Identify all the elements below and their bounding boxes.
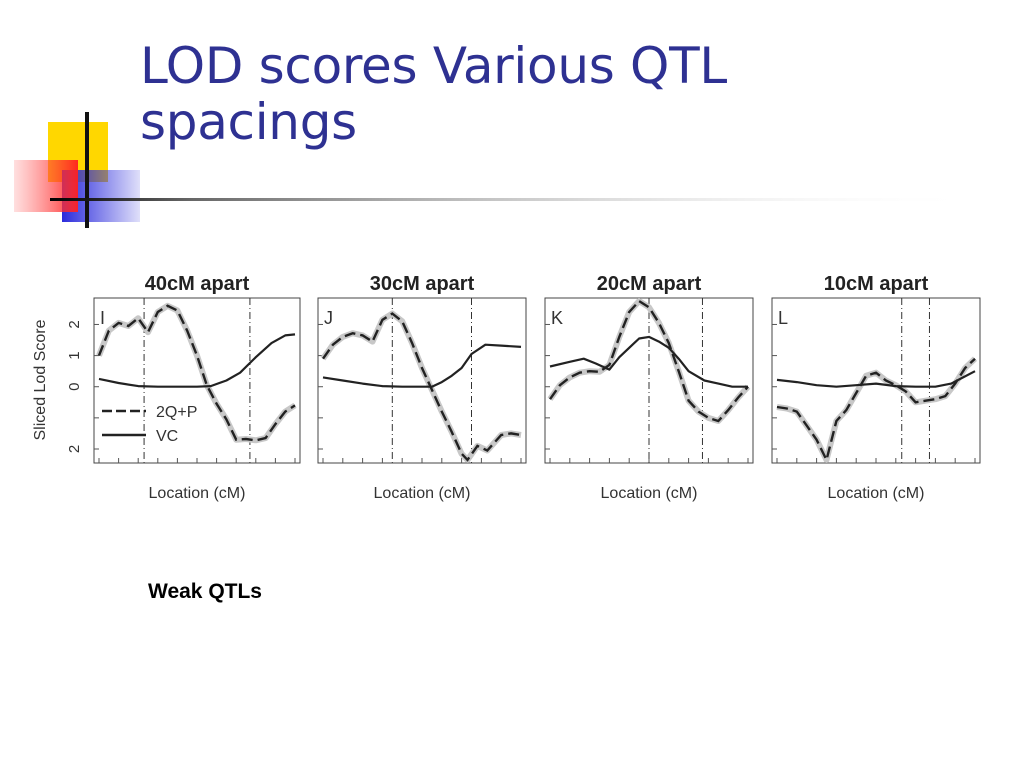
- panel-label: L: [778, 308, 788, 328]
- series-2qp-line: [97, 304, 296, 442]
- legend-label: VC: [156, 428, 178, 445]
- x-axis-label: Location (cM): [149, 485, 246, 502]
- deco-horizontal-rule: [50, 198, 980, 201]
- chart-panel-3: 20cM apart K Location (cM): [544, 273, 754, 502]
- y-tick-label: 2: [66, 320, 83, 328]
- y-tick-label: 2: [66, 445, 83, 453]
- plot-frame: [771, 297, 981, 464]
- panel-label: K: [551, 308, 563, 328]
- series-2qp-band: [547, 298, 751, 424]
- panel-title: 10cM apart: [824, 273, 929, 295]
- y-tick-label: 0: [66, 383, 83, 391]
- chart-panel-1: 40cM apart I Location (cM) 2 1 0 2 Sliced Lod S…: [32, 273, 301, 502]
- panel-title: 30cM apart: [370, 273, 475, 295]
- chart-panel-4: 10cM apart L Location (cM): [771, 273, 981, 502]
- panel-title: 40cM apart: [145, 273, 250, 295]
- deco-red-square: [14, 160, 78, 212]
- panel-title: 20cM apart: [597, 273, 702, 295]
- series-2qp-line: [322, 312, 522, 462]
- y-axis-label: Sliced Lod Score: [32, 319, 49, 440]
- x-axis-label: Location (cM): [601, 485, 698, 502]
- series-vc-line: [322, 343, 522, 388]
- series-vc-line: [98, 333, 296, 388]
- series-2qp-line: [549, 299, 749, 423]
- x-axis-label: Location (cM): [828, 485, 925, 502]
- caption: Weak QTLs: [148, 580, 262, 603]
- y-tick-label: 1: [66, 351, 83, 359]
- series-vc-line: [776, 370, 976, 388]
- series-vc-line: [549, 335, 748, 388]
- series-2qp-line: [776, 357, 976, 464]
- decorative-squares: [14, 112, 980, 228]
- x-axis-label: Location (cM): [374, 485, 471, 502]
- panel-label: J: [324, 308, 333, 328]
- chart-panel-2: 30cM apart J Location (cM): [317, 273, 527, 502]
- panel-label: I: [100, 308, 105, 328]
- deco-vertical-bar: [85, 112, 89, 228]
- legend: 2Q+P VC: [102, 404, 197, 445]
- legend-label: 2Q+P: [156, 404, 197, 421]
- slide-title-line-2: spacings: [140, 93, 357, 151]
- slide-title-line-1: LOD scores Various QTL: [140, 37, 727, 95]
- slide-title: LOD scores Various QTL spacings: [140, 38, 727, 150]
